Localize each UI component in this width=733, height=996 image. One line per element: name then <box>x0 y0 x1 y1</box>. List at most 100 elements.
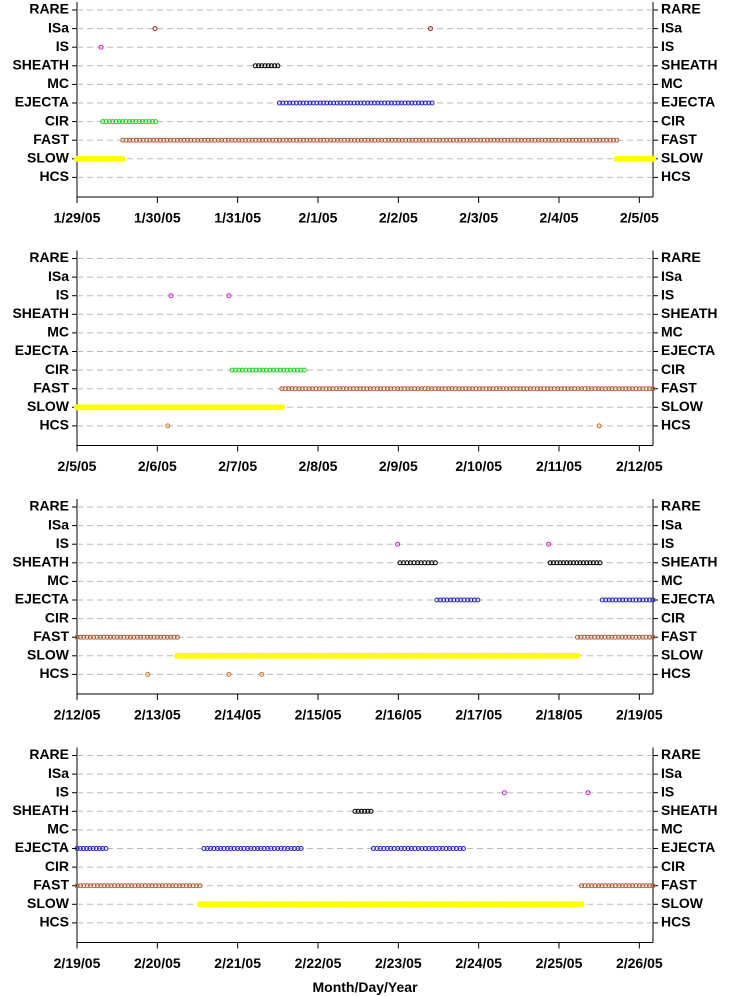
dot <box>623 597 629 603</box>
dot <box>317 137 323 143</box>
dot <box>412 386 418 392</box>
dot <box>120 119 126 125</box>
x-tick-label: 2/8/05 <box>299 458 338 474</box>
dot <box>524 386 530 392</box>
dot <box>640 386 646 392</box>
dot <box>599 386 605 392</box>
dot <box>488 137 494 143</box>
dot <box>422 846 428 851</box>
y-tick-label: EJECTA <box>15 839 69 855</box>
y-tick-label: RARE <box>661 249 701 265</box>
interval <box>427 26 433 32</box>
dot <box>267 367 273 373</box>
dot <box>491 137 497 143</box>
dot <box>249 137 255 143</box>
dot <box>587 560 593 566</box>
dot <box>274 367 280 373</box>
dot <box>384 846 390 851</box>
dot <box>579 883 585 889</box>
dot <box>613 883 619 889</box>
dot <box>457 137 463 143</box>
dot <box>74 634 80 640</box>
dot <box>643 597 649 603</box>
dot <box>603 597 609 603</box>
dot <box>285 846 291 851</box>
dot <box>266 137 272 143</box>
dot <box>300 100 306 106</box>
dot <box>429 386 435 392</box>
dot <box>581 634 587 640</box>
dot <box>493 386 499 392</box>
interval <box>73 404 285 411</box>
dot <box>649 155 657 162</box>
dot <box>637 597 643 603</box>
dot <box>478 137 484 143</box>
dot <box>324 100 330 106</box>
dot <box>153 883 159 889</box>
dot <box>294 367 300 373</box>
dot <box>561 386 567 392</box>
dot <box>453 386 459 392</box>
dot <box>497 386 503 392</box>
y-tick-label: SLOW <box>661 150 704 166</box>
x-tick-label: 2/10/05 <box>455 458 502 474</box>
dot <box>633 386 639 392</box>
dot <box>415 386 421 392</box>
dot <box>500 386 506 392</box>
dot <box>248 846 254 851</box>
dot <box>344 100 350 106</box>
dot <box>298 367 304 373</box>
y-tick-label: ISa <box>661 516 682 532</box>
dot <box>201 846 207 851</box>
dot <box>606 883 612 889</box>
dot <box>389 137 395 143</box>
dot <box>623 883 629 889</box>
dot <box>306 386 312 392</box>
dot <box>124 634 130 640</box>
dot <box>140 137 146 143</box>
dot <box>399 100 405 106</box>
dot <box>193 883 199 889</box>
dot <box>412 846 418 851</box>
dot <box>592 883 598 889</box>
dot <box>146 119 152 125</box>
dot <box>150 137 156 143</box>
dot <box>310 100 316 106</box>
dot <box>577 560 583 566</box>
dot <box>432 560 438 566</box>
dot <box>444 597 450 603</box>
dot <box>458 597 464 603</box>
dot <box>338 137 344 143</box>
dot <box>171 137 177 143</box>
dot <box>609 386 615 392</box>
dot <box>362 137 368 143</box>
dot <box>441 597 447 603</box>
dot <box>408 386 414 392</box>
dot <box>351 137 357 143</box>
dot <box>252 63 258 69</box>
dot <box>187 883 193 889</box>
dot <box>609 883 615 889</box>
dot <box>361 100 367 106</box>
interval <box>397 560 438 566</box>
dot <box>629 634 635 640</box>
dot <box>446 386 452 392</box>
dot <box>460 846 466 851</box>
dot <box>599 634 605 640</box>
dot <box>104 634 110 640</box>
dot <box>146 883 152 889</box>
dot <box>449 386 455 392</box>
dot <box>323 386 329 392</box>
x-axis-label: Month/Day/Year <box>312 979 418 995</box>
dot <box>77 634 83 640</box>
dot <box>605 634 611 640</box>
interval <box>98 44 104 50</box>
dot <box>565 386 571 392</box>
dot <box>547 560 553 566</box>
dot <box>96 846 102 851</box>
dot <box>529 137 535 143</box>
y-tick-label: SHEATH <box>661 802 718 818</box>
dot <box>426 846 432 851</box>
dot <box>576 137 582 143</box>
dot <box>570 560 576 566</box>
